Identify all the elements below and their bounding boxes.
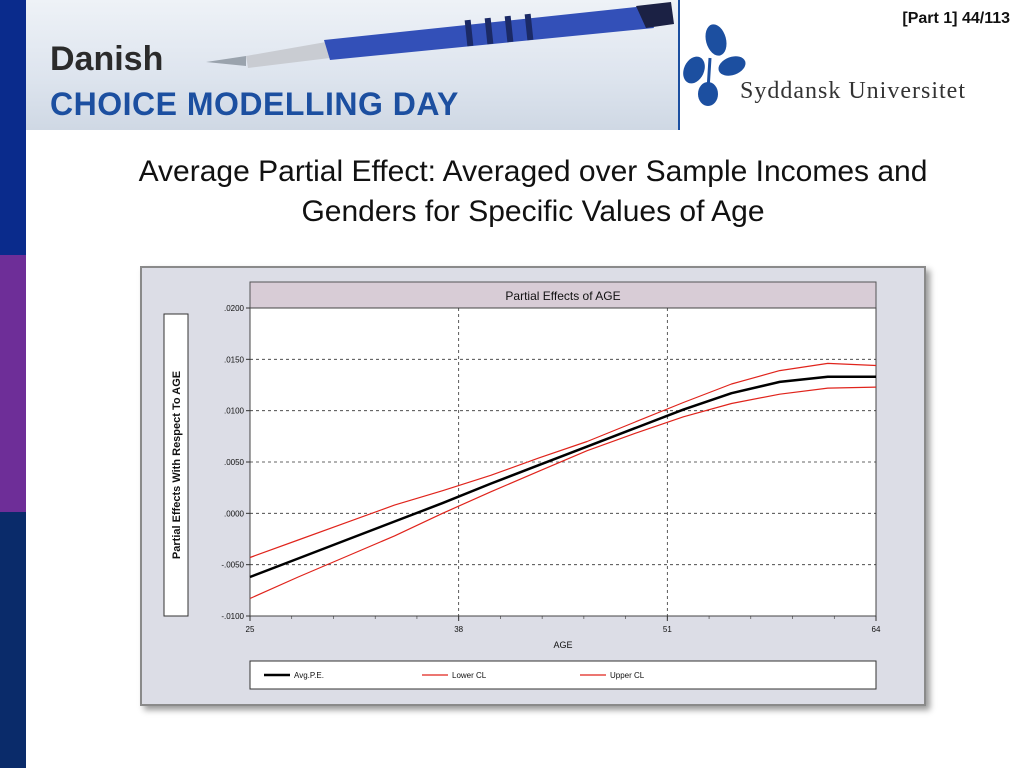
series-line-lower-cl bbox=[249, 386, 877, 600]
y-axis-label-box bbox=[163, 313, 189, 617]
partial-effects-chart: Partial Effects of AGE Partial Effects Wi… bbox=[163, 281, 881, 690]
y-tick-label: .0150 bbox=[224, 355, 245, 364]
banner-title-line1: Danish bbox=[50, 40, 164, 78]
series-line-avg-p-e- bbox=[249, 375, 876, 579]
legend-label: Upper CL bbox=[610, 671, 645, 680]
sidebar-stripe-bottom bbox=[0, 512, 26, 768]
series-line-upper-cl bbox=[249, 362, 877, 559]
slide-number: [Part 1] 44/113 bbox=[902, 10, 1010, 27]
x-axis-label: AGE bbox=[553, 640, 572, 650]
x-tick-label: 25 bbox=[246, 625, 255, 634]
banner-title-line2: CHOICE MODELLING DAY bbox=[50, 86, 459, 122]
y-axis-label: Partial Effects With Respect To AGE bbox=[171, 371, 183, 559]
leaf-logo-icon bbox=[683, 24, 746, 106]
university-name: Syddansk Universitet bbox=[740, 78, 966, 104]
chart-title: Partial Effects of AGE bbox=[505, 289, 620, 303]
university-logo: [Part 1] 44/113 Syddansk Universitet bbox=[680, 0, 1024, 130]
x-tick-label: 51 bbox=[663, 625, 672, 634]
slide-title-line1: Average Partial Effect: Averaged over Sa… bbox=[138, 155, 928, 188]
y-tick-label: -.0100 bbox=[221, 612, 244, 621]
slide-title-line2: Genders for Specific Values of Age bbox=[301, 195, 765, 228]
banner-divider bbox=[678, 0, 680, 130]
sidebar-stripe-middle bbox=[0, 255, 26, 512]
chart-title-bar bbox=[249, 281, 877, 309]
y-tick-label: .0100 bbox=[224, 407, 245, 416]
pen-icon bbox=[206, 2, 674, 68]
x-tick-label: 64 bbox=[872, 625, 881, 634]
legend-label: Avg.P.E. bbox=[294, 671, 324, 680]
legend-box bbox=[249, 660, 877, 690]
chart-frame: Partial Effects of AGE Partial Effects Wi… bbox=[140, 266, 926, 706]
x-tick-label: 38 bbox=[454, 625, 463, 634]
y-tick-label: -.0050 bbox=[221, 561, 244, 570]
y-tick-label: .0200 bbox=[224, 304, 245, 313]
legend-label: Lower CL bbox=[452, 671, 487, 680]
sidebar-stripe-top bbox=[0, 0, 26, 255]
slide-title: Average Partial Effect: Averaged over Sa… bbox=[60, 152, 1006, 232]
y-tick-label: .0050 bbox=[224, 458, 245, 467]
y-tick-label: .0000 bbox=[224, 509, 245, 518]
conference-banner: Danish CHOICE MODELLING DAY bbox=[26, 0, 678, 130]
